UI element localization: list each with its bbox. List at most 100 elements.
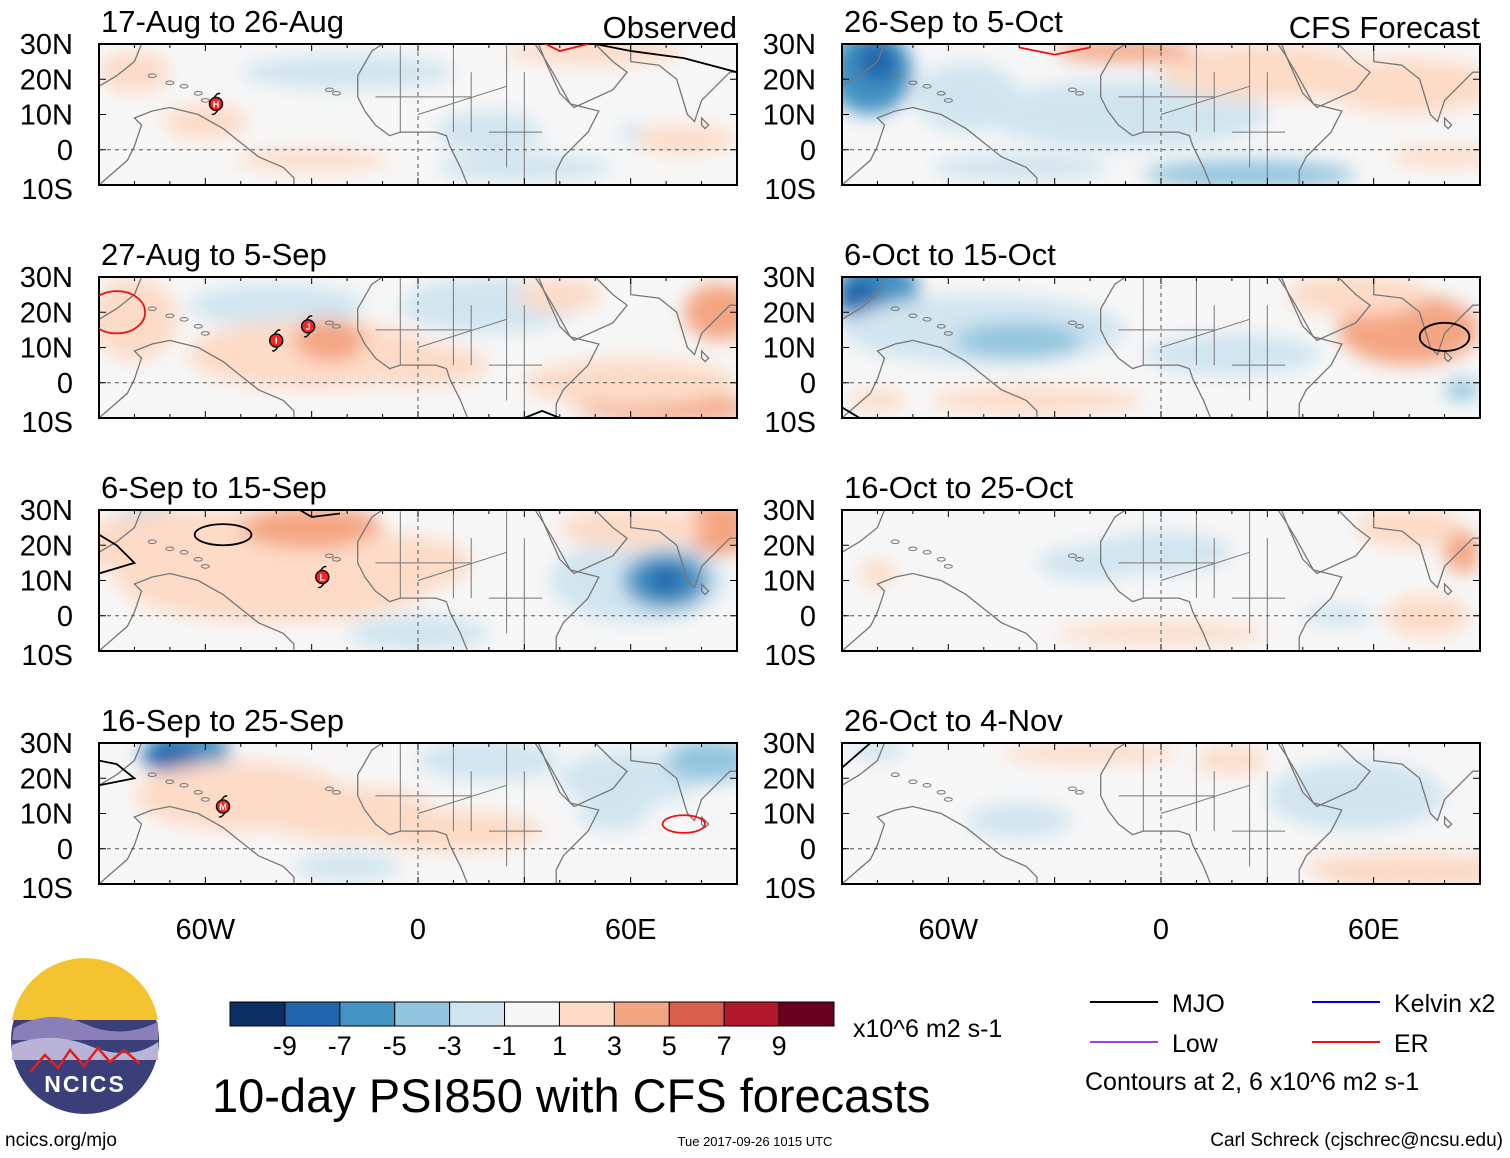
anomaly-region [930,386,1144,415]
colorbar-swatch [558,1001,615,1027]
anomaly-region [435,110,543,154]
y-tick-label: 10S [21,640,73,672]
storm-marker-tail [271,346,279,352]
anomaly-region [233,149,390,171]
anomaly-layer [842,277,1480,415]
contour-line [193,523,253,547]
storm-marker-circle [215,799,231,814]
anomaly-region [1444,379,1480,401]
column-label-1: CFS Forecast [1289,10,1481,45]
contour-line [298,510,341,518]
panel-period-title: 16-Oct to 25-Oct [844,470,1074,505]
coastlines [99,277,737,418]
y-tick-label: 10S [764,174,816,206]
island [922,783,932,788]
anomaly-region [293,852,401,881]
contour-line [1019,46,1091,56]
island [1067,786,1077,792]
storm-marker-letter: H [213,99,220,109]
coastline [99,805,295,884]
anomaly-region [955,322,1084,359]
y-tick-label: 0 [800,601,816,633]
coastlines [99,510,737,651]
contour-line [523,409,561,418]
contour [99,759,137,787]
colorbar-swatch [229,1001,286,1027]
island [908,80,918,86]
x-tick-label: 60E [1348,914,1400,946]
y-tick-label: 20N [20,64,73,96]
coastline [700,349,710,363]
colorbar-level: -1 [493,1031,517,1061]
panel-field [842,743,1480,884]
y-tick-label: 20N [763,763,816,795]
anomaly-region [240,54,454,90]
coastline [842,805,1038,884]
anomaly-region [648,566,684,595]
x-tick-label: 0 [1153,914,1169,946]
island [324,320,334,326]
island [179,317,189,322]
y-tick-label: 10N [20,333,73,365]
coastline [1280,44,1372,109]
legend-label: Low [1172,1030,1219,1058]
y-tick-label: 30N [763,728,816,760]
panel-period-title: 6-Oct to 15-Oct [844,237,1056,272]
legend-label: ER [1394,1030,1429,1058]
coastline [1443,815,1453,829]
coastline [99,277,143,321]
island [179,84,189,89]
coastline [576,883,590,884]
coastline [1373,743,1480,822]
coastline [842,510,886,554]
anomaly-region [240,510,383,549]
storm-marker: I [268,329,284,352]
contour-line [99,759,137,787]
island [1074,91,1084,96]
coastline [700,116,710,130]
colorbar-level: 9 [772,1031,787,1061]
figure-title: 10-day PSI850 with CFS forecasts [212,1069,930,1122]
contour-line [590,44,737,74]
coastline [99,106,295,185]
coastlines [842,277,1480,418]
storm-marker-tail [305,315,313,321]
colorbar-swatch [339,1001,396,1027]
colorbar-level: -9 [273,1031,297,1061]
anomaly-region [1143,333,1321,376]
anomaly-region [966,802,1073,839]
coastline [1319,650,1333,651]
storm-marker-tail [211,109,219,116]
y-tick-label: 20N [20,530,73,562]
site-link[interactable]: ncics.org/mjo [5,1130,117,1151]
panel-field [99,44,737,185]
y-tick-label: 20N [763,530,816,562]
y-tick-label: 30N [763,29,816,61]
y-tick-label: 0 [57,135,73,167]
island [922,317,932,322]
y-tick-label: 20N [763,297,816,329]
panel-period-title: 26-Oct to 4-Nov [844,703,1063,738]
coastline [842,743,886,787]
island [200,564,210,569]
contour-line [842,406,861,418]
island [943,98,953,103]
colorbar-level: 1 [552,1031,567,1061]
coastline [842,44,886,88]
anomaly-region [1302,852,1480,881]
panel-field [99,277,737,418]
colorbar-swatch [613,1001,670,1027]
panel-period-title: 16-Sep to 25-Sep [101,703,344,738]
coastline [1373,277,1480,356]
panel-period-title: 27-Aug to 5-Sep [101,237,327,272]
legend-item: MJO [1090,990,1225,1018]
coastlines [842,743,1480,884]
island [165,80,175,86]
island [331,790,341,795]
